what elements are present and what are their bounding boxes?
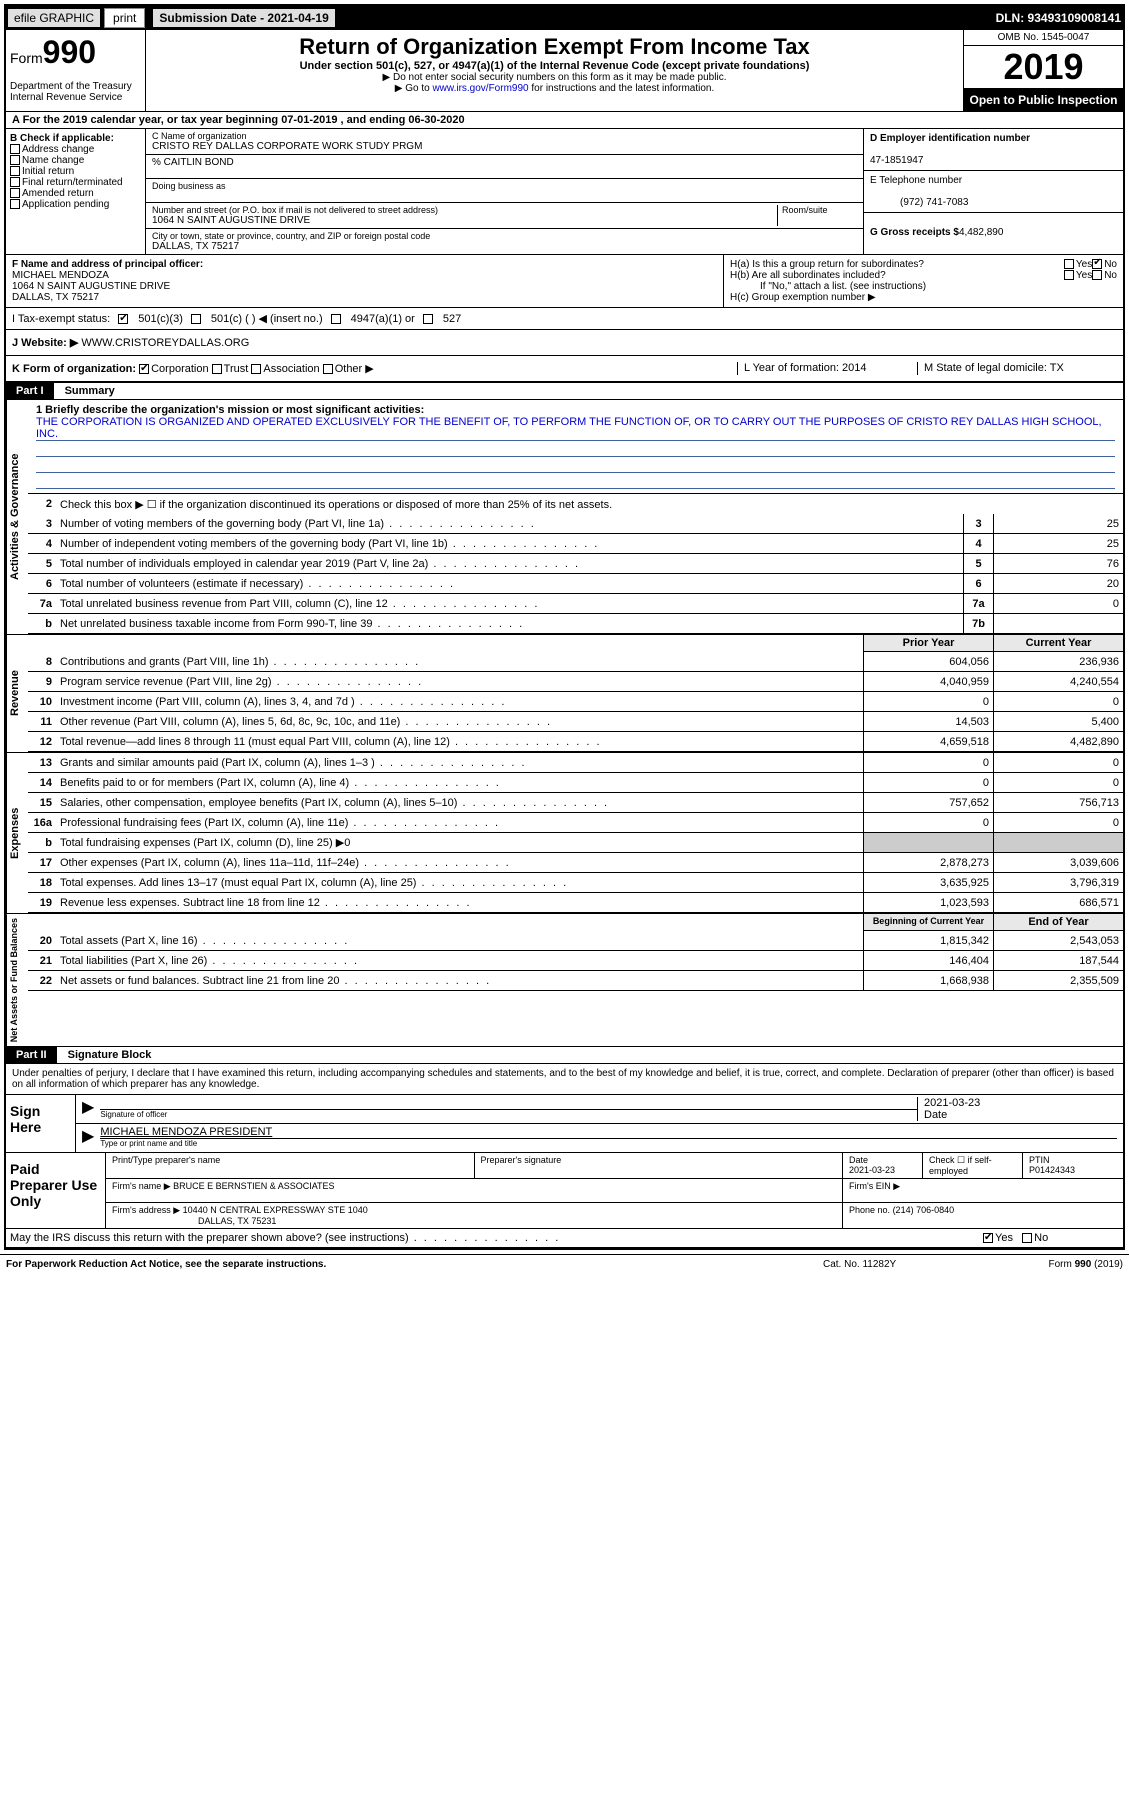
table-row: 11Other revenue (Part VIII, column (A), … — [28, 712, 1123, 732]
mission-text: THE CORPORATION IS ORGANIZED AND OPERATE… — [36, 416, 1115, 441]
table-row: 9Program service revenue (Part VIII, lin… — [28, 672, 1123, 692]
year-formation: L Year of formation: 2014 — [737, 362, 917, 375]
top-bar: efile GRAPHIC print Submission Date - 20… — [6, 6, 1123, 30]
table-row: 6Total number of volunteers (estimate if… — [28, 574, 1123, 594]
table-row: 17Other expenses (Part IX, column (A), l… — [28, 853, 1123, 873]
signature-intro: Under penalties of perjury, I declare th… — [6, 1064, 1123, 1094]
sign-here-label: Sign Here — [6, 1095, 76, 1152]
irs-link[interactable]: www.irs.gov/Form990 — [432, 83, 528, 94]
governance-label: Activities & Governance — [6, 400, 28, 634]
table-row: 19Revenue less expenses. Subtract line 1… — [28, 893, 1123, 913]
form-prefix: Form — [10, 50, 43, 66]
row-a: A For the 2019 calendar year, or tax yea… — [6, 112, 1123, 129]
dept-label: Department of the Treasury Internal Reve… — [10, 81, 141, 103]
table-row: 20Total assets (Part X, line 16)1,815,34… — [28, 931, 1123, 951]
ein: 47-1851947 — [870, 155, 923, 166]
efile-label: efile GRAPHIC — [8, 9, 100, 27]
mission-box: 1 Briefly describe the organization's mi… — [28, 400, 1123, 494]
form-subtitle: Under section 501(c), 527, or 4947(a)(1)… — [150, 60, 959, 72]
section-d: D Employer identification number 47-1851… — [863, 129, 1123, 254]
part1-label: Summary — [57, 385, 115, 397]
website-url: WWW.CRISTOREYDALLAS.ORG — [81, 337, 249, 349]
note1: ▶ Do not enter social security numbers o… — [150, 72, 959, 83]
open-public: Open to Public Inspection — [964, 89, 1123, 111]
table-row: 16aProfessional fundraising fees (Part I… — [28, 813, 1123, 833]
care-of: % CAITLIN BOND — [152, 157, 857, 168]
website-row: J Website: ▶ WWW.CRISTOREYDALLAS.ORG — [12, 336, 1117, 349]
table-row: 14Benefits paid to or for members (Part … — [28, 773, 1123, 793]
part2-title: Part II — [6, 1047, 57, 1063]
table-row: 10Investment income (Part VIII, column (… — [28, 692, 1123, 712]
page-footer: For Paperwork Reduction Act Notice, see … — [0, 1254, 1129, 1274]
submission-date: Submission Date - 2021-04-19 — [153, 9, 334, 27]
section-h: H(a) Is this a group return for subordin… — [723, 255, 1123, 307]
firm-name: BRUCE E BERNSTIEN & ASSOCIATES — [173, 1181, 334, 1191]
section-c: C Name of organization CRISTO REY DALLAS… — [146, 129, 863, 254]
expenses-label: Expenses — [6, 753, 28, 913]
table-row: 13Grants and similar amounts paid (Part … — [28, 753, 1123, 773]
part1-title: Part I — [6, 383, 54, 399]
ptin: P01424343 — [1029, 1165, 1075, 1175]
revenue-label: Revenue — [6, 635, 28, 752]
form-number: 990 — [43, 34, 96, 70]
table-row: 8Contributions and grants (Part VIII, li… — [28, 652, 1123, 672]
prep-phone: (214) 706-0840 — [893, 1205, 955, 1215]
section-b: B Check if applicable: Address change Na… — [6, 129, 146, 254]
table-row: bTotal fundraising expenses (Part IX, co… — [28, 833, 1123, 853]
gross-receipts: 4,482,890 — [959, 227, 1004, 238]
form-title: Return of Organization Exempt From Incom… — [150, 34, 959, 60]
form-header: Form990 Department of the Treasury Inter… — [6, 30, 1123, 112]
officer-name: MICHAEL MENDOZA PRESIDENT — [100, 1126, 1117, 1138]
table-row: 3Number of voting members of the governi… — [28, 514, 1123, 534]
table-row: 22Net assets or fund balances. Subtract … — [28, 971, 1123, 991]
table-row: 21Total liabilities (Part X, line 26)146… — [28, 951, 1123, 971]
table-row: 12Total revenue—add lines 8 through 11 (… — [28, 732, 1123, 752]
prior-year-header: Prior Year — [863, 635, 993, 652]
section-f: F Name and address of principal officer:… — [6, 255, 723, 307]
end-year-header: End of Year — [993, 914, 1123, 931]
tax-year: 2019 — [964, 46, 1123, 89]
tax-status-row: I Tax-exempt status: 501(c)(3) 501(c) ( … — [6, 308, 1123, 330]
address: 1064 N SAINT AUGUSTINE DRIVE — [152, 215, 777, 226]
netassets-label: Net Assets or Fund Balances — [6, 914, 28, 1046]
table-row: 15Salaries, other compensation, employee… — [28, 793, 1123, 813]
phone: (972) 741-7083 — [870, 197, 968, 208]
table-row: 4Number of independent voting members of… — [28, 534, 1123, 554]
table-row: 18Total expenses. Add lines 13–17 (must … — [28, 873, 1123, 893]
table-row: bNet unrelated business taxable income f… — [28, 614, 1123, 634]
part2-label: Signature Block — [60, 1049, 152, 1061]
omb-number: OMB No. 1545-0047 — [964, 30, 1123, 46]
org-name: CRISTO REY DALLAS CORPORATE WORK STUDY P… — [152, 141, 857, 152]
print-button[interactable]: print — [104, 8, 145, 28]
discuss-question: May the IRS discuss this return with the… — [6, 1230, 983, 1246]
table-row: 7aTotal unrelated business revenue from … — [28, 594, 1123, 614]
dln-label: DLN: 93493109008141 — [996, 11, 1121, 25]
name-arrow-icon: ▶ — [82, 1126, 94, 1150]
row-k: K Form of organization: Corporation Trus… — [12, 362, 737, 375]
begin-year-header: Beginning of Current Year — [863, 914, 993, 931]
current-year-header: Current Year — [993, 635, 1123, 652]
note2: ▶ Go to www.irs.gov/Form990 for instruct… — [150, 83, 959, 94]
signature-arrow-icon: ▶ — [82, 1097, 94, 1121]
table-row: 5Total number of individuals employed in… — [28, 554, 1123, 574]
state-domicile: M State of legal domicile: TX — [917, 362, 1117, 375]
city-state-zip: DALLAS, TX 75217 — [152, 241, 857, 252]
paid-preparer-label: Paid Preparer Use Only — [6, 1153, 106, 1228]
